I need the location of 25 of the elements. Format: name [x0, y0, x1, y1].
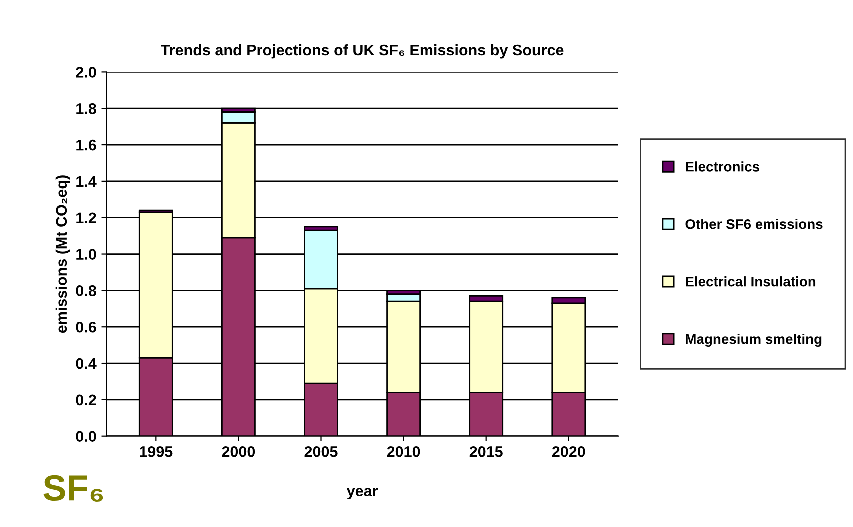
y-tick-label: 0.4 — [76, 358, 97, 370]
x-tick-label: 2015 — [470, 446, 503, 458]
legend-label: Electronics — [686, 162, 760, 172]
legend-label: Electrical Insulation — [686, 276, 816, 287]
chart-title: Trends and Projections of UK SF₆ Emissions by Source — [161, 44, 564, 59]
y-tick-label: 0.2 — [76, 394, 96, 406]
y-tick-label: 1.6 — [76, 140, 96, 151]
x-tick-label: 1995 — [140, 446, 173, 458]
x-tick-label: 2020 — [552, 446, 586, 458]
y-axis-title: emissions (Mt CO₂eq) — [56, 176, 70, 334]
x-tick-label: 2010 — [387, 446, 420, 458]
legend-label: Other SF6 emissions — [686, 219, 823, 230]
y-tick-label: 2.0 — [76, 67, 96, 78]
y-tick-label: 0.8 — [76, 286, 96, 296]
y-tick-label: 1.4 — [76, 176, 97, 187]
y-tick-label: 0.0 — [76, 431, 96, 442]
x-tick-label: 2005 — [304, 446, 338, 458]
legend-label: Magnesium smelting — [686, 334, 822, 348]
text: SF₆ — [44, 475, 104, 502]
y-tick-label: 1.0 — [76, 249, 96, 260]
y-tick-label: 1.2 — [76, 212, 96, 224]
x-axis-title: year — [346, 488, 378, 500]
y-tick-label: 0.6 — [76, 322, 96, 333]
y-tick-label: 1.8 — [76, 103, 96, 114]
x-tick-label: 2000 — [222, 446, 256, 458]
